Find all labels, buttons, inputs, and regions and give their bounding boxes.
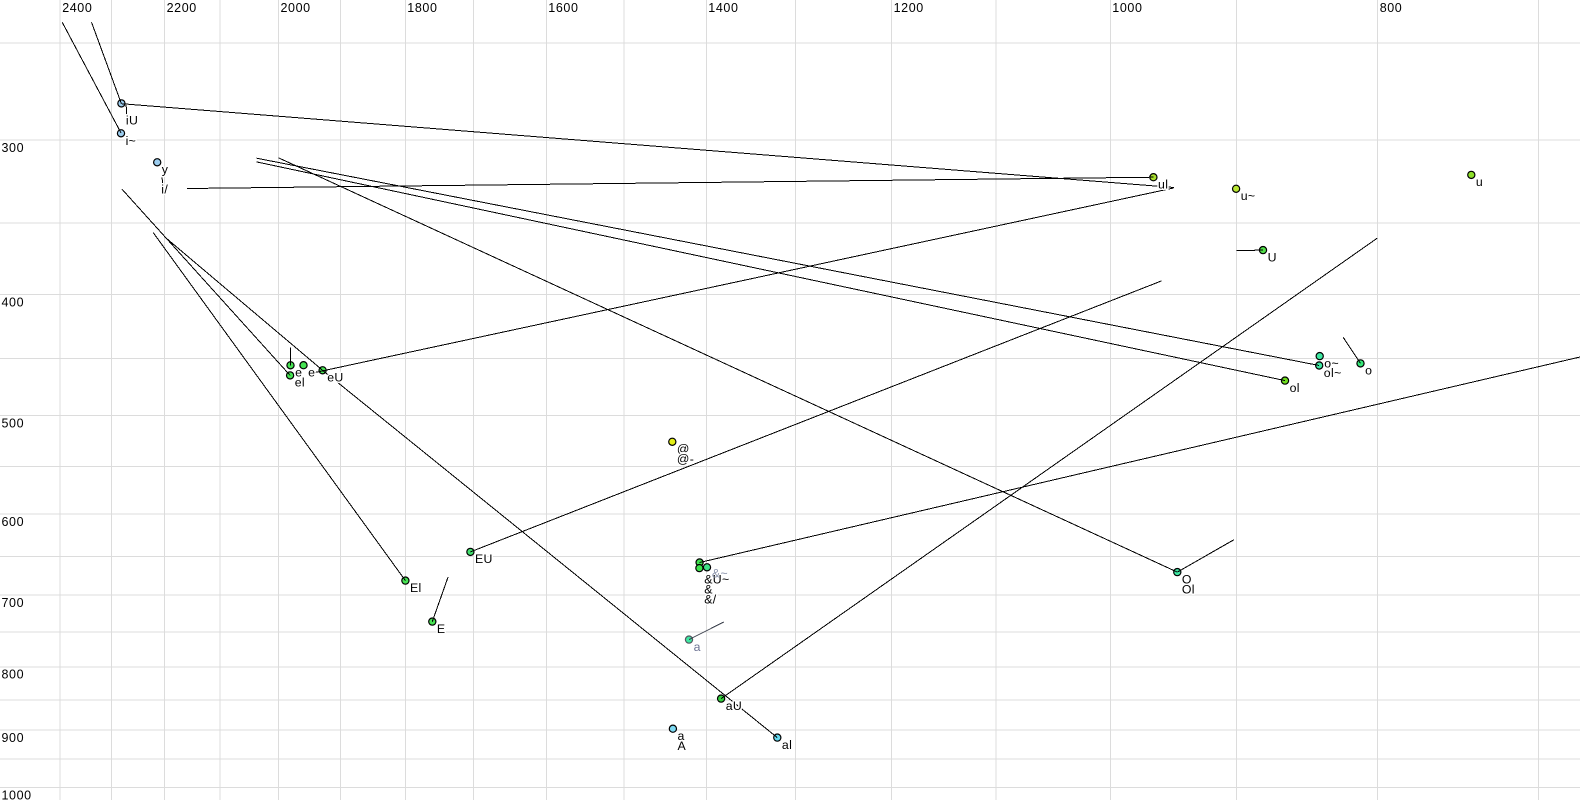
svg-text:u~: u~ [1241,189,1256,203]
svg-text:U: U [1268,250,1277,264]
svg-text:EU: EU [475,552,493,566]
svg-text:e: e [308,365,315,379]
svg-text:2200: 2200 [167,1,197,15]
svg-text:400: 400 [2,296,25,310]
svg-text:1800: 1800 [407,1,437,15]
svg-text:&~: &~ [712,567,728,581]
svg-text:1000: 1000 [2,789,32,800]
svg-text:i~: i~ [126,134,137,148]
svg-text:i/: i/ [161,183,168,197]
svg-text:&: & [704,583,713,597]
svg-text:&U~: &U~ [704,573,729,587]
svg-text:@: @ [677,442,690,456]
svg-text:A: A [678,739,687,753]
svg-text:O: O [1182,572,1192,586]
svg-text:El: El [410,581,422,595]
svg-text:&/: &/ [704,593,717,607]
svg-text:iU: iU [126,113,138,127]
svg-text:ul: ul [1158,178,1168,192]
svg-text:1600: 1600 [548,1,578,15]
svg-text:2400: 2400 [62,1,92,15]
svg-text:300: 300 [2,141,25,155]
svg-text:o: o [1365,364,1372,378]
svg-text:@-: @- [677,452,694,466]
svg-text:1200: 1200 [894,1,924,15]
svg-text:Ol: Ol [1182,583,1195,597]
svg-text:o~: o~ [1324,356,1339,370]
svg-text:y: y [162,163,169,177]
svg-text:a: a [678,729,685,743]
svg-text:ol: ol [1290,381,1300,395]
svg-text:600: 600 [2,515,25,529]
svg-text:800: 800 [2,668,25,682]
svg-text:700: 700 [2,596,25,610]
svg-text:E: E [437,622,446,636]
svg-text:aU: aU [726,699,742,713]
svg-text:2000: 2000 [281,1,311,15]
svg-text:ol~: ol~ [1324,366,1342,380]
svg-text:eU: eU [327,371,343,385]
svg-text:e: e [295,366,302,380]
svg-text:1400: 1400 [708,1,738,15]
svg-text:el: el [295,376,305,390]
svg-text:500: 500 [2,416,25,430]
svg-text:900: 900 [2,731,25,745]
svg-text:800: 800 [1380,1,1403,15]
svg-text:1000: 1000 [1112,1,1142,15]
svg-text:u: u [1476,175,1483,189]
svg-text:a: a [694,640,701,654]
svg-text:al: al [782,738,792,752]
